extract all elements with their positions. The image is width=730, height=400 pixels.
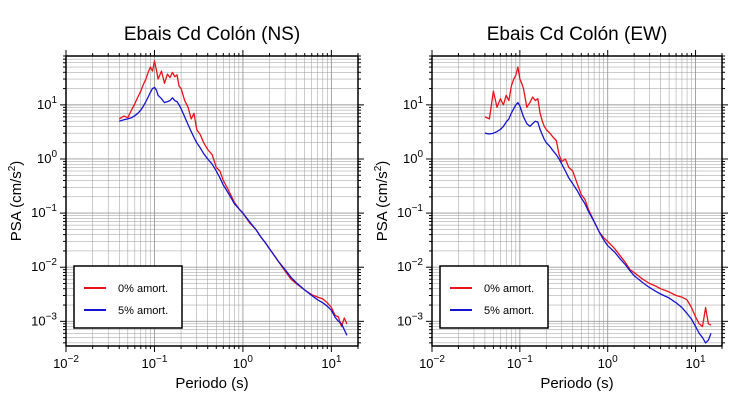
plot-frame bbox=[431, 55, 723, 347]
x-tick-label: 10−1 bbox=[142, 354, 168, 371]
x-tick-label: 10−2 bbox=[419, 354, 445, 371]
y-tick-label: 10−2 bbox=[397, 257, 423, 274]
plot-frame bbox=[65, 55, 359, 347]
chart-title: Ebais Cd Colón (NS) bbox=[124, 24, 300, 45]
y-tick-label: 101 bbox=[403, 95, 423, 112]
x-axis-label: Periodo (s) bbox=[540, 375, 613, 392]
y-tick-label: 10−2 bbox=[31, 257, 57, 274]
legend: 0% amort. 5% amort. bbox=[73, 265, 183, 329]
series-line-undamped bbox=[484, 66, 712, 328]
x-tick-label: 100 bbox=[233, 354, 253, 371]
y-tick-label: 10−1 bbox=[397, 203, 423, 220]
y-tick-label: 100 bbox=[37, 149, 57, 166]
y-tick-label: 10−1 bbox=[31, 203, 57, 220]
legend-box bbox=[73, 265, 183, 329]
series-line-damped bbox=[484, 101, 712, 344]
legend-label-undamped: 0% amort. bbox=[484, 283, 534, 295]
x-tick-label: 10−1 bbox=[507, 354, 533, 371]
y-tick-label: 100 bbox=[403, 149, 423, 166]
chart-title: Ebais Cd Colón (EW) bbox=[487, 24, 668, 45]
y-axis-label: PSA (cm/s2) bbox=[373, 161, 391, 242]
x-tick-label: 101 bbox=[321, 354, 341, 371]
legend-label-damped: 5% amort. bbox=[118, 305, 168, 317]
y-tick-label: 101 bbox=[37, 95, 57, 112]
x-tick-label: 100 bbox=[598, 354, 618, 371]
legend-label-damped: 5% amort. bbox=[484, 305, 534, 317]
series-line-damped bbox=[119, 86, 348, 336]
y-axis-label: PSA (cm/s2) bbox=[7, 161, 25, 242]
y-tick-label: 10−3 bbox=[397, 311, 423, 328]
axis-ticks bbox=[426, 50, 728, 352]
legend-label-undamped: 0% amort. bbox=[118, 283, 168, 295]
x-tick-label: 101 bbox=[686, 354, 706, 371]
x-axis-label: Periodo (s) bbox=[175, 375, 248, 392]
chart-panel-2: 10−2 10−1 100 101 10−3 10−2 10−1 100 101 Ebais Cd… bbox=[373, 24, 728, 392]
y-tick-label: 10−3 bbox=[31, 311, 57, 328]
x-tick-label: 10−2 bbox=[53, 354, 79, 371]
chart-panel-1: 10−2 10−1 100 101 10−3 10−2 10−1 100 101 Ebais Cd… bbox=[7, 24, 364, 392]
legend: 0% amort. 5% amort. bbox=[439, 265, 549, 329]
legend-box bbox=[439, 265, 549, 329]
axis-ticks bbox=[60, 50, 364, 352]
